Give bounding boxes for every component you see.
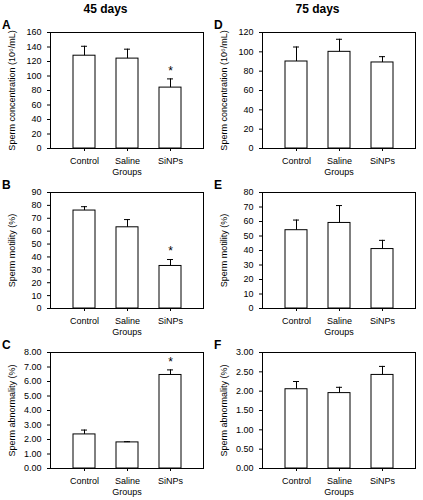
svg-text:SiNPs: SiNPs [370,316,396,326]
svg-text:8.00: 8.00 [24,347,42,357]
svg-text:0.50: 0.50 [236,444,254,454]
svg-text:70: 70 [243,202,253,212]
svg-text:SiNPs: SiNPs [370,156,396,166]
svg-text:2.50: 2.50 [236,367,254,377]
svg-text:80: 80 [243,187,253,197]
svg-text:40: 40 [243,105,253,115]
svg-text:20: 20 [31,278,41,288]
html-text:F: F [214,338,222,352]
svg-text:*: * [168,355,173,369]
svg-text:Groups: Groups [324,487,354,497]
html-text:C: C [2,338,11,352]
svg-text:80: 80 [243,66,253,76]
svg-text:0.00: 0.00 [24,463,42,473]
svg-text:Groups: Groups [324,327,354,337]
svg-text:Control: Control [282,156,311,166]
svg-text:Saline: Saline [115,476,140,486]
svg-text:120: 120 [26,56,41,66]
svg-text:40: 40 [31,114,41,124]
svg-text:Sperm abnormality (%): Sperm abnormality (%) [7,364,17,456]
svg-text:Saline: Saline [327,476,352,486]
svg-text:2.00: 2.00 [24,434,42,444]
svg-text:0: 0 [248,303,253,313]
svg-text:SiNPs: SiNPs [158,316,184,326]
svg-text:1.50: 1.50 [236,405,254,415]
svg-text:SiNPs: SiNPs [158,156,184,166]
svg-text:3.00: 3.00 [24,420,42,430]
svg-text:Sperm concentration (10⁶/mL): Sperm concentration (10⁶/mL) [219,30,229,150]
svg-text:20: 20 [243,274,253,284]
html-text:A: A [2,18,11,32]
svg-text:Sperm concentration (10⁶/mL): Sperm concentration (10⁶/mL) [7,30,17,150]
svg-text:Control: Control [282,476,311,486]
svg-text:Sperm motility (%): Sperm motility (%) [219,214,229,288]
svg-text:3.00: 3.00 [236,347,254,357]
html-text:D: D [214,18,223,32]
svg-text:0: 0 [36,303,41,313]
svg-text:100: 100 [26,71,41,81]
svg-text:30: 30 [243,260,253,270]
svg-text:Sperm motility (%): Sperm motility (%) [7,214,17,288]
svg-text:Control: Control [70,476,99,486]
svg-text:Groups: Groups [112,327,142,337]
svg-text:120: 120 [238,27,253,37]
svg-text:Saline: Saline [115,316,140,326]
svg-text:Groups: Groups [112,487,142,497]
svg-text:Saline: Saline [115,156,140,166]
svg-text:10: 10 [31,290,41,300]
svg-text:40: 40 [243,245,253,255]
svg-text:*: * [168,244,173,258]
svg-text:Groups: Groups [112,167,142,177]
svg-text:0.00: 0.00 [236,463,254,473]
html-text:B: B [2,178,11,192]
svg-text:SiNPs: SiNPs [370,476,396,486]
svg-text:80: 80 [31,85,41,95]
svg-text:0: 0 [36,143,41,153]
svg-text:Control: Control [70,156,99,166]
svg-text:0: 0 [248,143,253,153]
svg-text:7.00: 7.00 [24,362,42,372]
html-text:45 days: 45 days [83,2,128,16]
svg-text:90: 90 [31,187,41,197]
svg-text:Groups: Groups [324,167,354,177]
svg-text:1.00: 1.00 [24,449,42,459]
svg-text:70: 70 [31,213,41,223]
svg-text:10: 10 [243,289,253,299]
svg-text:60: 60 [31,226,41,236]
svg-text:*: * [168,64,173,78]
svg-text:6.00: 6.00 [24,376,42,386]
svg-text:Saline: Saline [327,316,352,326]
svg-text:5.00: 5.00 [24,391,42,401]
svg-text:50: 50 [31,239,41,249]
svg-text:Control: Control [282,316,311,326]
svg-text:Sperm abnormality (%): Sperm abnormality (%) [219,364,229,456]
svg-text:140: 140 [26,42,41,52]
svg-text:20: 20 [31,129,41,139]
svg-text:60: 60 [31,100,41,110]
svg-text:SiNPs: SiNPs [158,476,184,486]
svg-text:2.00: 2.00 [236,386,254,396]
svg-text:30: 30 [31,265,41,275]
html-text:75 days: 75 days [295,2,340,16]
svg-text:60: 60 [243,85,253,95]
svg-text:20: 20 [243,124,253,134]
svg-text:100: 100 [238,47,253,57]
svg-text:Control: Control [70,316,99,326]
svg-text:Saline: Saline [327,156,352,166]
svg-text:80: 80 [31,200,41,210]
svg-text:4.00: 4.00 [24,405,42,415]
svg-text:1.00: 1.00 [236,425,254,435]
svg-text:60: 60 [243,216,253,226]
html-text:E: E [214,178,222,192]
svg-text:40: 40 [31,252,41,262]
svg-text:160: 160 [26,27,41,37]
svg-text:50: 50 [243,231,253,241]
